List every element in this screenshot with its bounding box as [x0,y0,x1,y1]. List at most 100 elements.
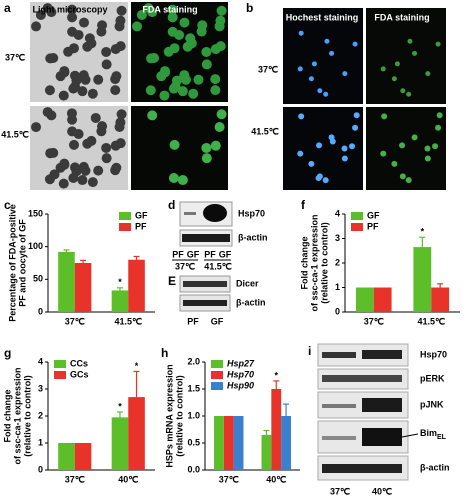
cell [31,21,42,32]
blot-band [322,464,402,473]
y-tick-label: 0 [38,464,43,474]
significance-marker: * [118,401,122,411]
cell [399,173,406,180]
cell [298,30,304,36]
cell [308,160,315,167]
cell [201,46,212,57]
cell [352,41,358,47]
cell [116,5,127,16]
bar [413,247,432,312]
cell [177,86,188,97]
cell [197,20,208,31]
cell [399,142,406,149]
band-label: pJNK [420,399,444,409]
blot-band [362,428,402,446]
legend-swatch [54,360,66,368]
y-tick-label: 3 [38,383,43,393]
band-label: β-actin [238,232,268,242]
bar [261,434,272,470]
cell [169,139,180,150]
cell [424,155,431,162]
cell [159,90,170,101]
cell [145,85,156,96]
cell [87,88,98,99]
cell [82,138,93,149]
cell [101,46,112,57]
cell [77,175,88,186]
panel-label: f [301,198,306,212]
cell [93,74,104,85]
cell [405,177,412,184]
blot-band [362,350,402,359]
y-tick-label: 2 [335,257,340,267]
cell [201,153,212,164]
cell [323,91,329,97]
cell [353,112,360,119]
cell [394,61,400,67]
y-tick-label: 1.0 [187,410,200,420]
cell [111,162,122,173]
cell [77,86,88,97]
blot-band [362,398,402,412]
y-tick-label: 0 [335,306,340,316]
cell [110,85,121,96]
cell [380,150,387,157]
cell [193,74,204,85]
column-header: Hochest staining [286,12,359,22]
cell [210,74,221,85]
blot-band [322,404,356,408]
cell [435,124,442,131]
cell [67,12,78,23]
legend-swatch [54,371,66,379]
bar [128,259,145,312]
bar [373,287,392,312]
cell [80,165,91,176]
lane-label: 37℃ [330,486,350,496]
cell [381,113,388,120]
cell [44,85,55,96]
y-tick-label: 0.0 [187,464,200,474]
panel-label: a [4,1,11,15]
cell [55,162,66,173]
row-label: 37℃ [258,64,278,74]
y-tick-label: 1 [38,437,43,447]
band-label: Hsp70 [238,208,265,218]
cell [182,41,193,52]
cell [58,178,69,189]
cell [168,172,179,183]
cell [90,112,101,123]
cell [93,165,104,176]
band-label: Dicer [236,278,259,288]
y-axis-label: of ssc-ca-1 expression [309,214,319,311]
cell [68,139,79,150]
cell [68,43,79,54]
blot-band [322,375,402,382]
cell [349,143,356,150]
cell [147,110,158,121]
cell [311,61,317,67]
cell [132,21,143,32]
cell [66,4,77,15]
x-tick-label: 37℃ [219,474,239,484]
cell [67,126,78,137]
panel-label: d [168,198,175,212]
x-tick-label: 40℃ [266,474,286,484]
significance-marker: * [118,277,122,287]
cell [115,15,126,26]
column-header: Light microscopy [32,4,107,14]
lane-label: PF [172,249,184,259]
legend-label: GCs [70,369,89,379]
cell [101,142,112,153]
cell [216,5,227,16]
cell [168,83,179,94]
row-label: 37℃ [5,52,25,62]
cell [317,88,323,94]
x-tick-label: 41.5℃ [114,316,142,326]
bar [281,416,291,470]
cell [297,150,304,157]
cell [315,175,322,182]
cell [177,175,188,186]
cell [87,177,98,188]
panel-label: E [168,274,176,288]
